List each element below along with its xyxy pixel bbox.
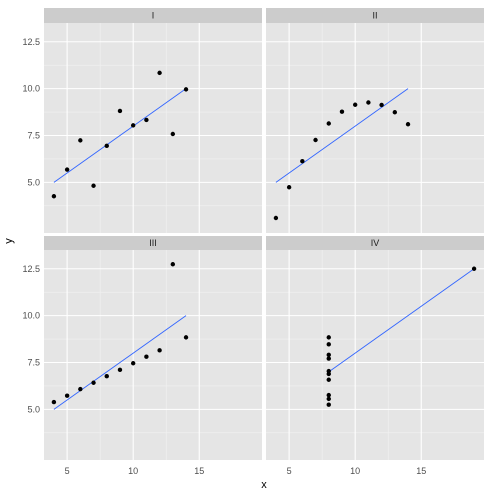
x-tick-label: 5: [65, 466, 70, 476]
data-point: [366, 100, 371, 105]
y-tick-label: 12.5: [22, 37, 40, 47]
panel-background: [44, 250, 262, 460]
data-point: [326, 396, 331, 402]
x-tick-label: 15: [194, 466, 204, 476]
y-tick-label: 5.0: [27, 404, 40, 414]
data-point: [170, 262, 176, 267]
facet-panel-iv: IV 5 10 15: [266, 236, 484, 476]
regression-line: [328, 268, 475, 373]
facet-panel-iii: III 5.0 7.5 10.0 12.5 5 10 15: [22, 236, 262, 476]
data-point: [157, 70, 162, 76]
data-point: [157, 348, 162, 353]
data-point: [300, 158, 305, 164]
y-tick-label: 10.0: [22, 84, 40, 94]
data-point: [313, 137, 318, 143]
y-tick-label: 10.0: [22, 311, 40, 321]
facet-strip-label: III: [149, 238, 157, 248]
data-point: [326, 377, 331, 382]
data-point: [183, 335, 189, 340]
data-point: [130, 123, 136, 128]
data-point: [379, 102, 384, 108]
y-tick-label: 12.5: [22, 264, 40, 274]
data-point: [144, 117, 149, 123]
data-point: [326, 356, 331, 361]
facet-strip-label: I: [152, 11, 155, 21]
data-point: [51, 399, 57, 405]
data-point: [51, 194, 57, 199]
data-point: [352, 102, 358, 107]
regression-line: [53, 315, 187, 410]
data-point: [104, 143, 109, 149]
data-point: [78, 138, 83, 143]
data-point: [392, 110, 398, 115]
data-point: [170, 131, 176, 137]
facet-strip: [44, 8, 262, 23]
regression-line: [53, 88, 187, 183]
data-point: [326, 402, 331, 407]
panel-background: [266, 250, 484, 460]
y-axis-title: y: [3, 238, 15, 244]
data-point: [326, 342, 331, 347]
data-point: [130, 361, 136, 366]
data-point: [339, 109, 345, 114]
facet-strip-label: II: [372, 11, 377, 21]
data-point: [104, 373, 109, 379]
facet-panel-ii: II: [266, 8, 484, 233]
regression-line: [275, 88, 409, 183]
panel-background: [44, 23, 262, 233]
data-point: [64, 167, 70, 172]
data-point: [91, 380, 96, 385]
y-tick-label: 5.0: [27, 177, 40, 187]
data-point: [117, 367, 123, 373]
data-point: [78, 386, 83, 392]
data-point: [471, 266, 477, 271]
y-tick-label: 7.5: [27, 358, 40, 368]
x-tick-label: 10: [128, 466, 138, 476]
data-point: [326, 371, 331, 377]
x-tick-label: 15: [416, 466, 426, 476]
facet-strip: [266, 236, 484, 250]
facet-strip-label: IV: [371, 238, 380, 248]
data-point: [326, 352, 331, 358]
data-point: [405, 122, 411, 127]
data-point: [326, 392, 331, 398]
facet-strip: [266, 8, 484, 23]
data-point: [326, 121, 331, 126]
data-point: [64, 393, 70, 398]
data-point: [144, 354, 149, 359]
x-tick-label: 5: [287, 466, 292, 476]
x-axis-title: x: [261, 479, 267, 491]
data-point: [91, 183, 96, 188]
data-point: [117, 108, 123, 114]
data-point: [326, 335, 331, 340]
data-point: [273, 215, 279, 221]
data-point: [183, 87, 189, 92]
data-point: [286, 185, 292, 190]
panel-background: [266, 23, 484, 233]
facet-strip: [44, 236, 262, 250]
facet-panel-i: I 5.0 7.5 10.0 12.5: [22, 8, 262, 233]
x-tick-label: 10: [350, 466, 360, 476]
y-tick-label: 7.5: [27, 131, 40, 141]
